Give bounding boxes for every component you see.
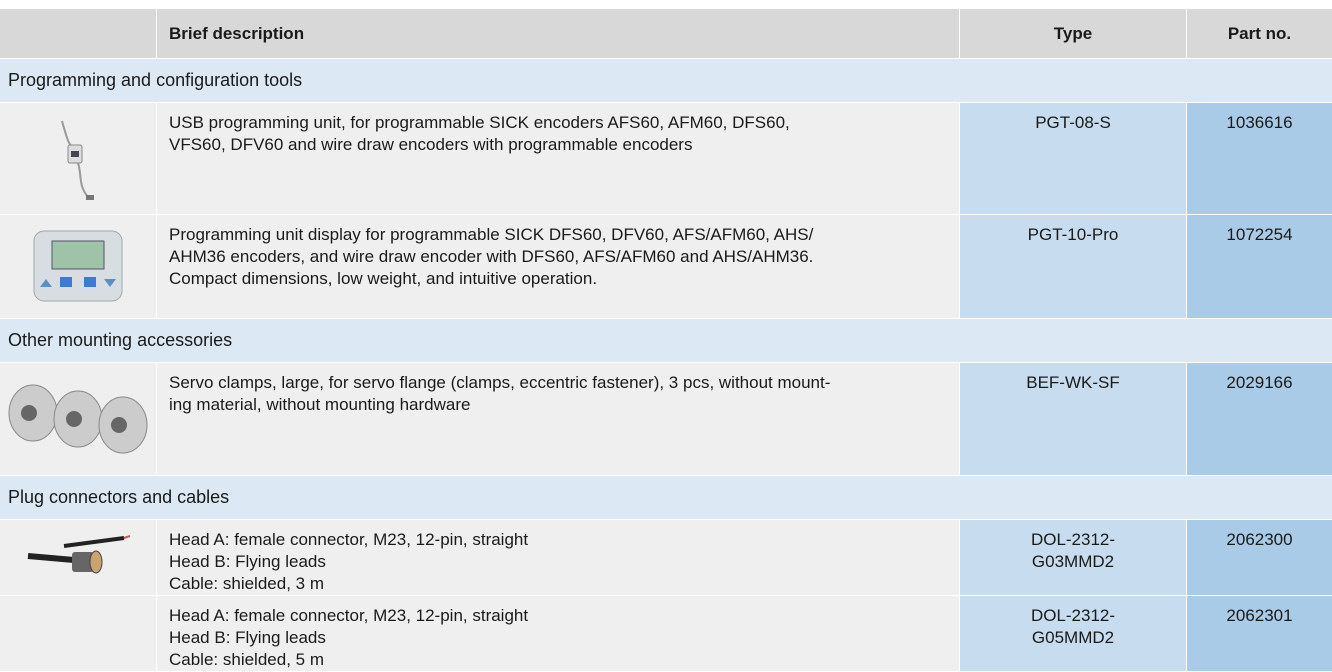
type: DOL-2312- G03MMD2 [960, 520, 1187, 595]
section-body: USB programming unit, for programmable S… [0, 103, 1332, 319]
table-row: Head A: female connector, M23, 12-pin, s… [0, 520, 1332, 596]
section-body: Servo clamps, large, for servo flange (c… [0, 363, 1332, 476]
accessories-table: Brief description Type Part no. Programming… [0, 9, 1332, 672]
description-line: AHM36 encoders, and wire draw encoder wi… [169, 247, 814, 266]
image-cell [0, 103, 157, 214]
description-line: VFS60, DFV60 and wire draw encoders with… [169, 135, 693, 154]
description-line: ing material, without mounting hardware [169, 395, 471, 414]
description: Servo clamps, large, for servo flange (c… [157, 363, 960, 475]
description-line: Head B: Flying leads [169, 628, 326, 647]
description-line: Compact dimensions, low weight, and intu… [169, 269, 598, 288]
type-line: BEF-WK-SF [1026, 373, 1120, 392]
type: BEF-WK-SF [960, 363, 1187, 475]
section-title: Plug connectors and cables [0, 476, 1332, 520]
table-row: USB programming unit, for programmable S… [0, 103, 1332, 215]
description: USB programming unit, for programmable S… [157, 103, 960, 214]
header-row: Brief description Type Part no. [0, 9, 1332, 59]
section-title: Other mounting accessories [0, 319, 1332, 363]
type: PGT-08-S [960, 103, 1187, 214]
table-row: Head A: female connector, M23, 12-pin, s… [0, 596, 1332, 672]
image-cell [0, 363, 157, 475]
image-cell [0, 215, 157, 318]
section-body: Head A: female connector, M23, 12-pin, s… [0, 520, 1332, 672]
type: PGT-10-Pro [960, 215, 1187, 318]
part-number: 1036616 [1187, 103, 1332, 214]
description-line: Servo clamps, large, for servo flange (c… [169, 373, 831, 392]
description-line: USB programming unit, for programmable S… [169, 113, 790, 132]
description: Programming unit display for programmabl… [157, 215, 960, 318]
description-line: Programming unit display for programmabl… [169, 225, 814, 244]
section-title: Programming and configuration tools [0, 59, 1332, 103]
description: Head A: female connector, M23, 12-pin, s… [157, 596, 960, 671]
product-image [0, 534, 157, 584]
part-number: 2029166 [1187, 363, 1332, 475]
type-line: PGT-08-S [1035, 113, 1111, 132]
type-line: G03MMD2 [1031, 552, 1115, 571]
table-row: Programming unit display for programmabl… [0, 215, 1332, 319]
image-cell [0, 596, 157, 671]
product-image [8, 384, 148, 454]
description-line: Head A: female connector, M23, 12-pin, s… [169, 530, 529, 549]
description-line: Head B: Flying leads [169, 552, 326, 571]
product-image [61, 120, 94, 200]
part-number: 2062301 [1187, 596, 1332, 671]
type-line: PGT-10-Pro [1027, 225, 1119, 244]
header-cell: Type [960, 9, 1187, 58]
type: DOL-2312- G05MMD2 [960, 596, 1187, 671]
description-line: Cable: shielded, 5 m [169, 650, 324, 669]
header-cell [0, 9, 157, 58]
header-cell: Part no. [1187, 9, 1332, 58]
description-line: Cable: shielded, 3 m [169, 574, 324, 593]
description-line: Head A: female connector, M23, 12-pin, s… [169, 606, 529, 625]
part-number: 1072254 [1187, 215, 1332, 318]
type-line: DOL-2312- [1030, 530, 1116, 549]
table-row: Servo clamps, large, for servo flange (c… [0, 363, 1332, 476]
part-number: 2062300 [1187, 520, 1332, 595]
header-cell: Brief description [157, 9, 960, 58]
type-line: G05MMD2 [1031, 628, 1115, 647]
description: Head A: female connector, M23, 12-pin, s… [157, 520, 960, 595]
type-line: DOL-2312- [1030, 606, 1116, 625]
product-image [33, 230, 123, 302]
